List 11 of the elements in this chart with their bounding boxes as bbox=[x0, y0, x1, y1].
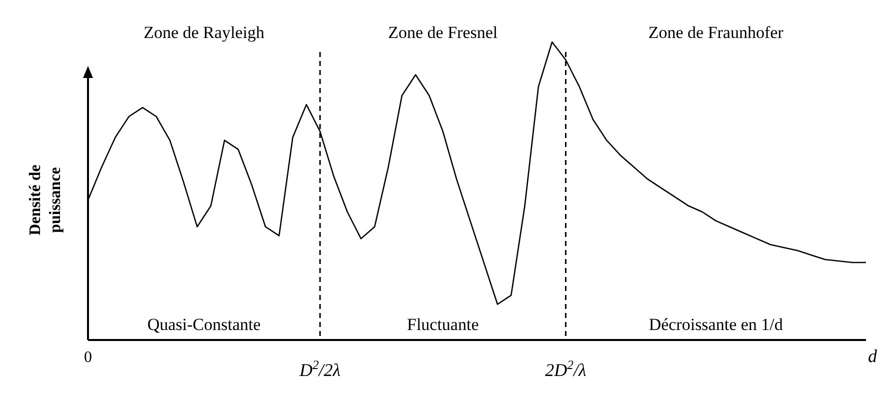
x-tick-label: 2D$^{2}$/λ bbox=[545, 358, 586, 380]
y-axis-title: Densité de puissance bbox=[27, 164, 64, 236]
x-tick-label: D$^{2}$/2λ bbox=[298, 358, 341, 380]
x-axis-title: d bbox=[868, 346, 878, 366]
x-tick-label: 0 bbox=[84, 349, 92, 366]
annotation: Quasi-Constante bbox=[147, 315, 261, 334]
annotation: Décroissante en 1/d bbox=[648, 315, 784, 334]
annotation: Zone de Fraunhofer bbox=[648, 23, 784, 42]
annotation: Zone de Fresnel bbox=[388, 23, 498, 42]
annotation: Fluctuante bbox=[406, 315, 479, 334]
annotation: Zone de Rayleigh bbox=[144, 23, 265, 42]
